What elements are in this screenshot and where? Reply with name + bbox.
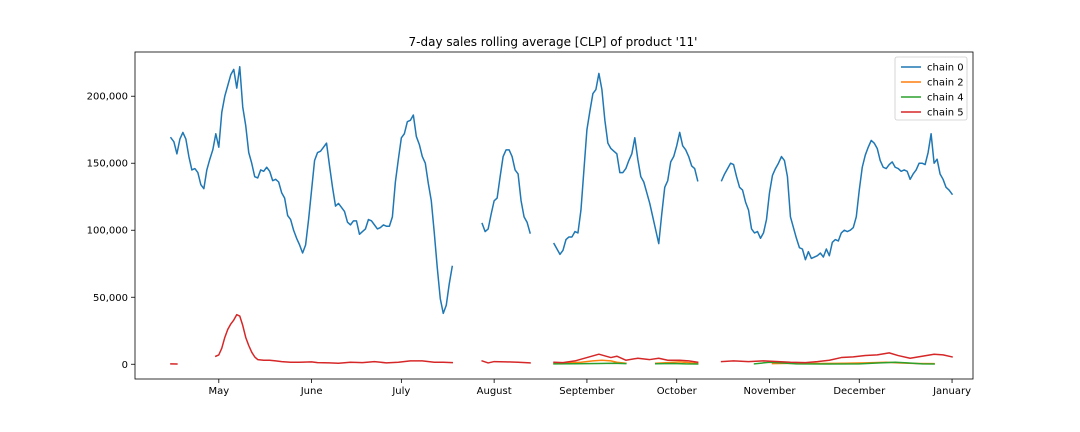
axes: 0 50,000 100,000 150,000 200,000 May June July A…: [87, 51, 974, 397]
legend-entry: chain 2: [901, 78, 964, 89]
plot-area: [169, 65, 954, 365]
axes-frame: [134, 51, 974, 380]
chart-title: 7-day sales rolling average [CLP] of pro…: [409, 35, 698, 49]
legend-label: chain 4: [927, 93, 964, 104]
legend-entry: chain 0: [901, 63, 964, 74]
series-chain-5: [170, 313, 953, 365]
x-tick-label: August: [477, 386, 512, 397]
legend-label: chain 0: [927, 63, 964, 74]
y-tick-label: 50,000: [93, 293, 128, 304]
x-tick-label: September: [559, 386, 615, 397]
y-tick-label: 0: [122, 360, 128, 371]
x-tick-label: January: [932, 386, 971, 397]
series-line: [169, 65, 954, 315]
x-tick-label: December: [833, 386, 886, 397]
x-tick-label: June: [300, 386, 323, 397]
y-tick-label: 200,000: [87, 92, 128, 103]
y-tick-label: 150,000: [87, 159, 128, 170]
x-tick-label: July: [391, 386, 410, 397]
legend-box: [894, 56, 968, 121]
legend-entry: chain 5: [901, 108, 964, 119]
series-chain-4: [553, 361, 935, 365]
legend-label: chain 2: [927, 78, 964, 89]
y-tick-label: 100,000: [87, 226, 128, 237]
x-tick-label: November: [743, 386, 796, 397]
legend: chain 0 chain 2 chain 4 chain 5: [894, 56, 968, 121]
x-tick-label: October: [657, 386, 698, 397]
legend-entry: chain 4: [901, 93, 964, 104]
series-chain-0: [169, 65, 954, 315]
series-line: [553, 361, 935, 365]
x-tick-label: May: [208, 386, 229, 397]
series-line: [170, 313, 953, 365]
legend-label: chain 5: [927, 108, 964, 119]
